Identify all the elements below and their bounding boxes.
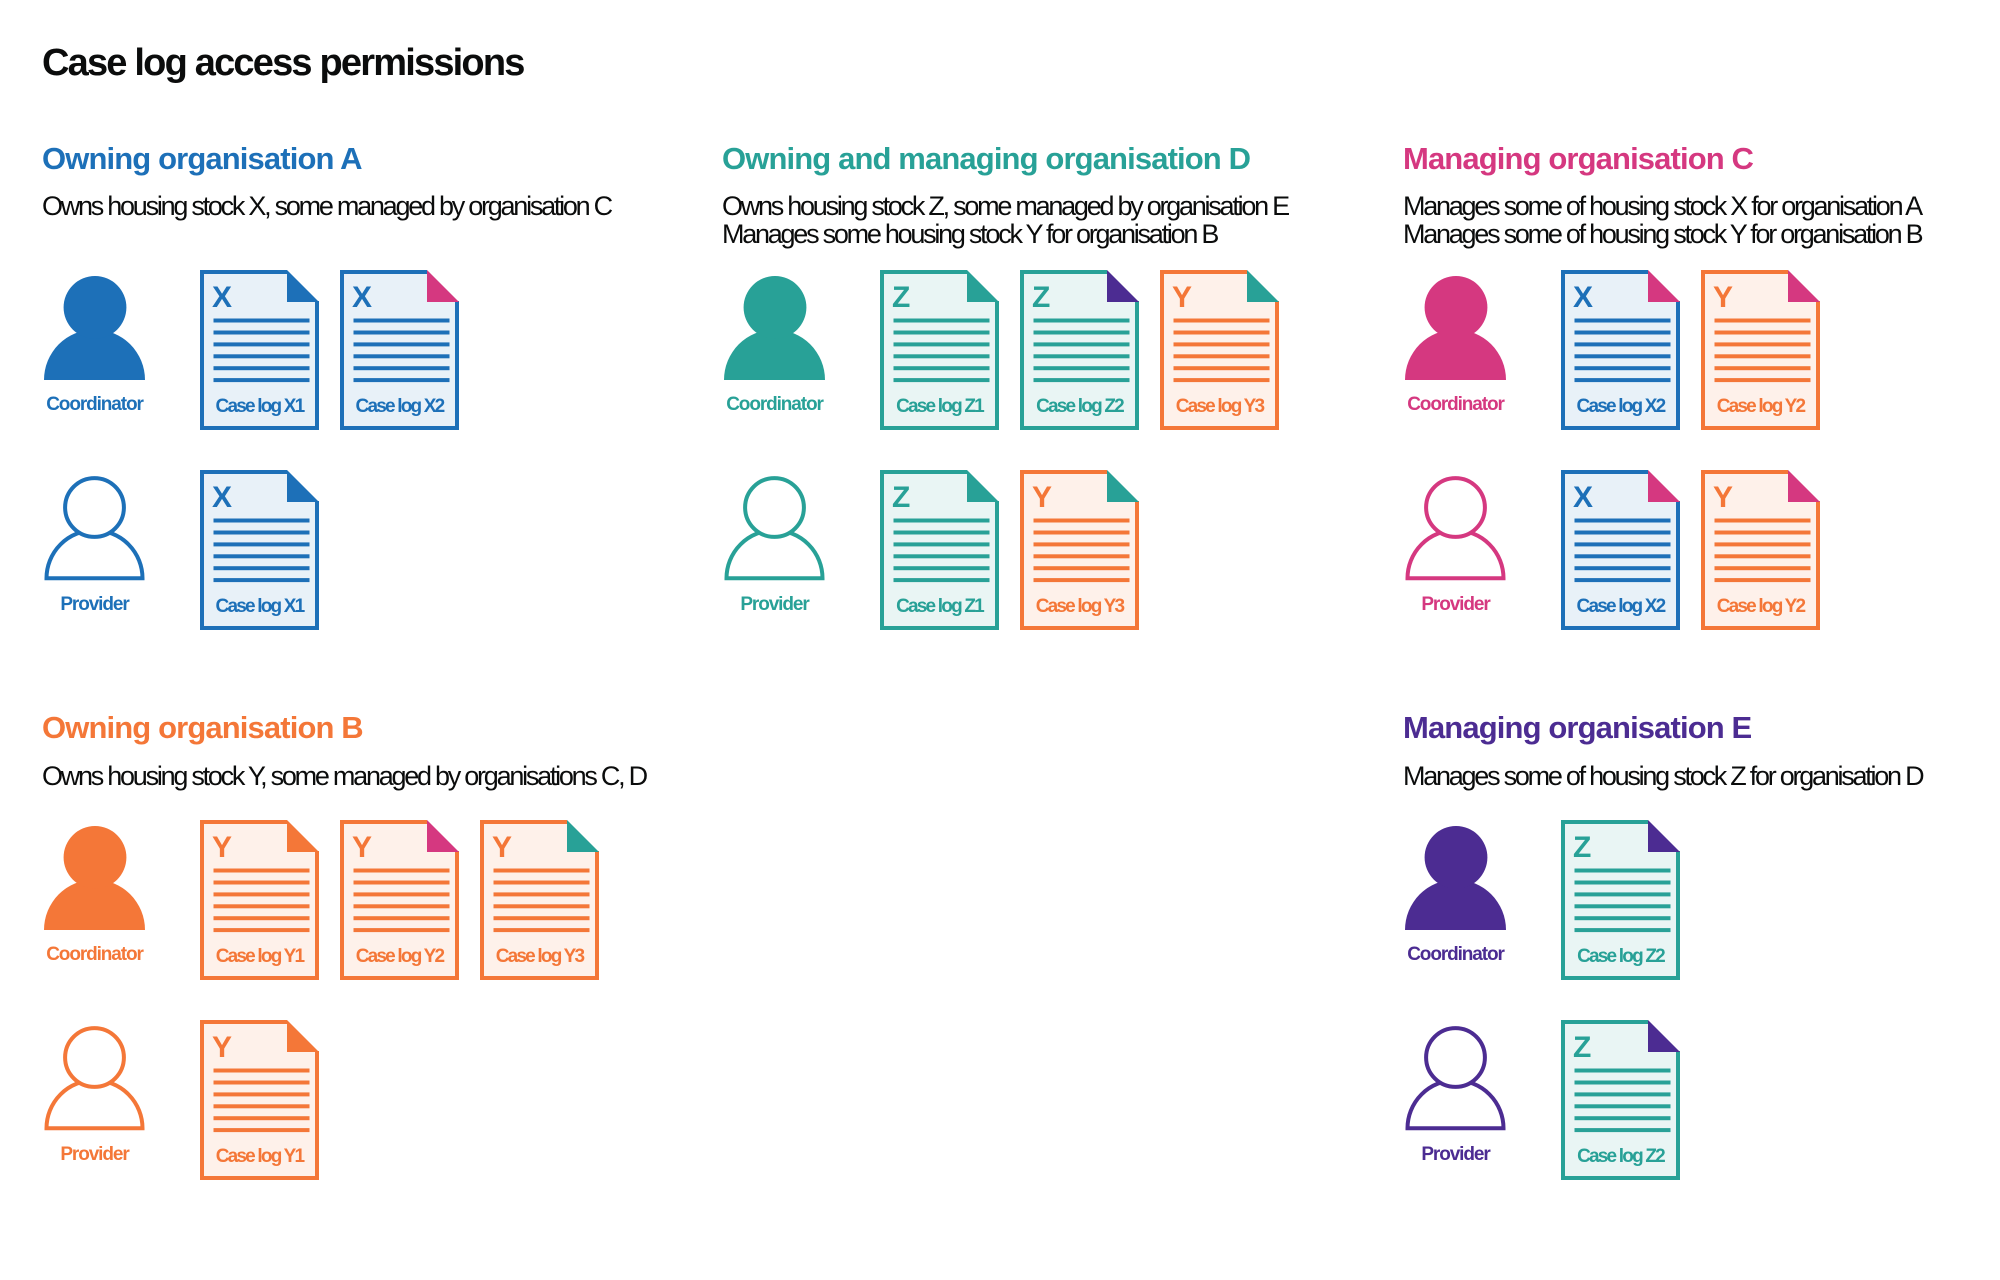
svg-text:Y: Y bbox=[1713, 481, 1733, 514]
svg-text:Case log Y3: Case log Y3 bbox=[1176, 396, 1265, 417]
svg-text:Case log Y3: Case log Y3 bbox=[496, 946, 585, 967]
svg-text:Y: Y bbox=[1032, 481, 1052, 514]
svg-text:Case log Z1: Case log Z1 bbox=[896, 596, 985, 617]
svg-text:Case log Z1: Case log Z1 bbox=[896, 396, 985, 417]
svg-text:Case log Y3: Case log Y3 bbox=[1036, 596, 1125, 617]
svg-text:Case log Y2: Case log Y2 bbox=[1717, 596, 1806, 617]
svg-text:Case log X2: Case log X2 bbox=[1577, 396, 1666, 417]
svg-text:Case log X2: Case log X2 bbox=[356, 396, 445, 417]
svg-text:Y: Y bbox=[1172, 281, 1192, 314]
svg-text:Z: Z bbox=[892, 481, 910, 514]
svg-text:Z: Z bbox=[1573, 1031, 1591, 1064]
svg-text:Case log X1: Case log X1 bbox=[216, 396, 306, 417]
svg-text:Case log Z2: Case log Z2 bbox=[1577, 1146, 1665, 1167]
svg-text:X: X bbox=[352, 281, 372, 314]
svg-text:Case log X2: Case log X2 bbox=[1577, 596, 1666, 617]
svg-text:Y: Y bbox=[352, 831, 372, 864]
svg-text:Y: Y bbox=[212, 831, 232, 864]
svg-text:Z: Z bbox=[892, 281, 910, 314]
svg-text:Case log X1: Case log X1 bbox=[216, 596, 306, 617]
svg-text:Case log Y2: Case log Y2 bbox=[1717, 396, 1806, 417]
svg-text:Case log Y1: Case log Y1 bbox=[216, 946, 306, 967]
svg-text:Case log Z2: Case log Z2 bbox=[1577, 946, 1665, 967]
svg-text:X: X bbox=[1573, 281, 1593, 314]
svg-text:Y: Y bbox=[212, 1031, 232, 1064]
svg-text:X: X bbox=[1573, 481, 1593, 514]
svg-text:Case log Z2: Case log Z2 bbox=[1036, 396, 1124, 417]
svg-text:Y: Y bbox=[492, 831, 512, 864]
svg-text:X: X bbox=[212, 481, 232, 514]
svg-text:Case log Y2: Case log Y2 bbox=[356, 946, 445, 967]
svg-text:Case log Y1: Case log Y1 bbox=[216, 1146, 306, 1167]
svg-text:Z: Z bbox=[1032, 281, 1050, 314]
svg-text:Y: Y bbox=[1713, 281, 1733, 314]
svg-text:X: X bbox=[212, 281, 232, 314]
svg-text:Z: Z bbox=[1573, 831, 1591, 864]
